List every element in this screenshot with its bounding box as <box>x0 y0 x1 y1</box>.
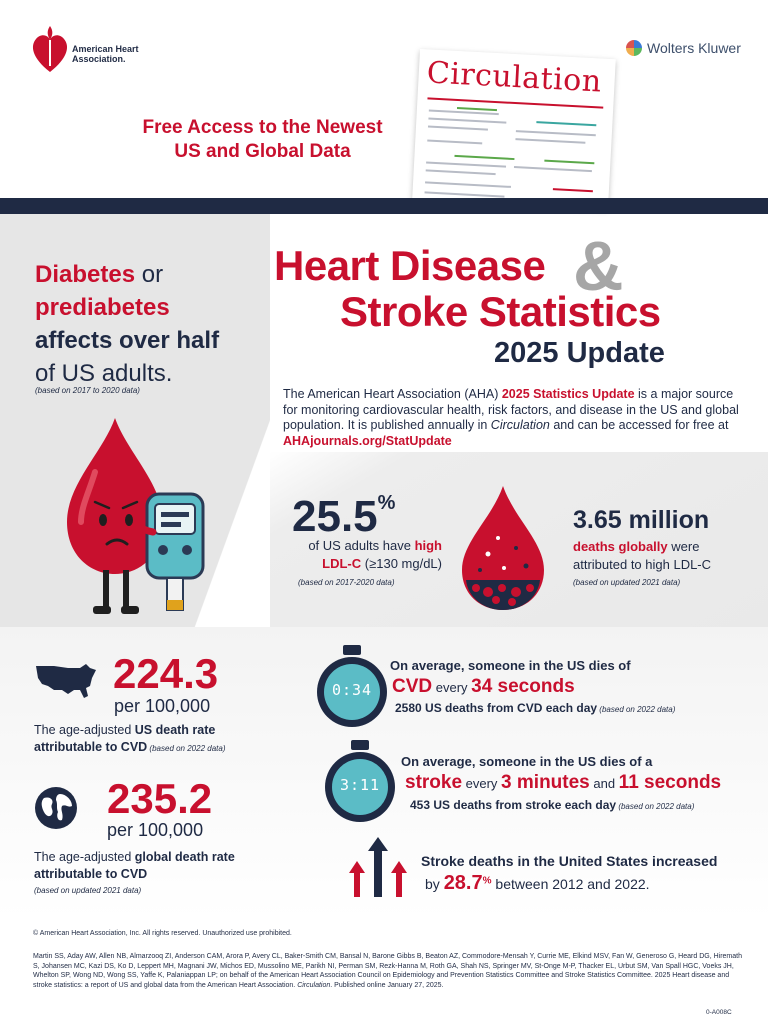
cvd-daily: 2580 US deaths from CVD each day <box>395 701 598 715</box>
increase-by: by <box>425 876 444 892</box>
ldl-description: of US adults have high LDL-C (≥130 mg/dL… <box>292 537 442 573</box>
increase-arrows-icon <box>349 837 407 897</box>
global-desc-highlight: global death rate attributable to CVD <box>34 850 235 881</box>
cvd-note: (based on 2022 data) <box>597 705 676 714</box>
cvd-timer-readout: 0:34 <box>331 681 373 699</box>
global-ldl-highlight: deaths globally <box>573 539 668 554</box>
title-update-year: 2025 Update <box>494 337 665 369</box>
intro-highlight: 2025 Statistics Update <box>501 387 635 401</box>
blood-drop-glucose-meter-icon <box>67 418 205 614</box>
ldl-unit: % <box>377 492 396 514</box>
stroke-seconds: 11 seconds <box>618 772 722 793</box>
global-ldl-desc: were attributed to high LDL-C <box>573 539 712 572</box>
citation-journal: Circulation <box>297 981 331 989</box>
stroke-and: and <box>589 776 619 791</box>
diabetes-or: or <box>135 261 164 288</box>
free-access-line1: Free Access to the Newest <box>142 117 383 138</box>
wolters-kluwer-logo: Wolters Kluwer <box>626 40 741 56</box>
intro-text-1: The American Heart Association (AHA) <box>283 387 502 401</box>
global-ldl-description: deaths globally were attributed to high … <box>573 538 753 574</box>
citation-date: . Published online January 27, 2025. <box>330 981 444 989</box>
intro-text-3: and can be accessed for free at <box>549 418 729 432</box>
title-line1: Heart Disease <box>274 242 546 289</box>
stroke-every: every <box>462 776 502 791</box>
diabetes-word: Diabetes <box>35 261 136 288</box>
document-code: 0-A008C <box>706 1009 732 1016</box>
citation-reference: Martin SS, Aday AW, Allen NB, Almarzooq … <box>33 952 745 990</box>
title-line2: Stroke Statistics <box>340 288 661 335</box>
intro-text-2: is a major source for monitoring cardiov… <box>283 387 739 432</box>
cvd-seconds: 34 seconds <box>471 676 575 697</box>
intro-journal: Circulation <box>490 418 550 432</box>
wk-logo-icon <box>626 40 642 56</box>
increase-line2: by 28.7% between 2012 and 2022. <box>425 872 650 895</box>
stroke-daily: 453 US deaths from stroke each day <box>410 798 617 812</box>
intro-paragraph: The American Heart Association (AHA) 202… <box>283 387 743 449</box>
ldl-note: (based on 2017-2020 data) <box>298 578 395 587</box>
journal-title: Circulation <box>425 55 603 100</box>
copyright-notice: © American Heart Association, Inc. All r… <box>33 930 292 937</box>
ldl-percent: 25.5% <box>292 492 395 542</box>
global-desc-1: The age-adjusted <box>34 850 135 864</box>
global-ldl-deaths: 3.65 million <box>573 506 710 534</box>
us-death-rate: 224.3 <box>113 650 219 697</box>
cvd-every: every <box>432 680 472 695</box>
ldl-desc-1: of US adults have <box>308 538 415 553</box>
increase-value: 28.7 <box>443 872 483 894</box>
global-death-rate-description: The age-adjusted global death rate attri… <box>34 849 274 883</box>
affects-over-half: affects over half <box>35 327 220 354</box>
free-access-line2: US and Global Data <box>174 141 351 162</box>
prediabetes-word: prediabetes <box>35 294 170 321</box>
stopwatch-stroke-icon: 3:11 <box>325 740 395 822</box>
us-death-rate-description: The age-adjusted US death rate attributa… <box>34 722 274 757</box>
stroke-line1: On average, someone in the US dies of a <box>401 754 653 769</box>
stroke-word: stroke <box>405 772 463 793</box>
increase-unit: % <box>482 875 492 887</box>
stroke-note: (based on 2022 data) <box>616 802 695 811</box>
global-death-rate: 235.2 <box>107 775 213 822</box>
aha-heart-torch-icon <box>32 26 68 72</box>
us-desc-highlight: US death rate attributable to CVD <box>34 723 216 754</box>
cvd-line1: On average, someone in the US dies of <box>390 658 631 673</box>
increase-line1: Stroke deaths in the United States incre… <box>421 853 718 869</box>
of-us-adults: of US adults. <box>35 360 173 387</box>
global-death-rate-note: (based on updated 2021 data) <box>34 886 142 895</box>
globe-icon <box>35 787 77 829</box>
cvd-line3: 2580 US deaths from CVD each day (based … <box>395 701 675 715</box>
cvd-word: CVD <box>392 676 433 697</box>
ldl-desc-2: (≥130 mg/dL) <box>361 556 442 571</box>
circulation-journal-cover: Circulation <box>412 48 616 210</box>
us-map-icon <box>36 664 96 698</box>
stopwatch-cvd-icon: 0:34 <box>317 645 387 727</box>
ldl-desc-highlight: high LDL-C <box>322 538 442 571</box>
citation-text: Martin SS, Aday AW, Allen NB, Almarzooq … <box>33 953 742 989</box>
stroke-minutes: 3 minutes <box>501 772 590 793</box>
ldl-value: 25.5 <box>292 492 378 541</box>
header-divider-band <box>0 198 768 214</box>
increase-rest: between 2012 and 2022. <box>491 876 650 892</box>
free-access-heading: Free Access to the Newest US and Global … <box>110 116 415 164</box>
title-ampersand: & <box>573 227 624 305</box>
cholesterol-drop-icon <box>462 486 544 610</box>
cvd-line2: CVD every 34 seconds <box>392 676 575 698</box>
stroke-line3: 453 US deaths from stroke each day (base… <box>410 798 694 812</box>
stroke-line2: stroke every 3 minutes and 11 seconds <box>405 772 721 794</box>
wk-name: Wolters Kluwer <box>647 40 741 56</box>
global-per-100000: per 100,000 <box>107 820 204 840</box>
diabetes-note: (based on 2017 to 2020 data) <box>35 386 140 395</box>
us-per-100000: per 100,000 <box>114 696 211 716</box>
us-desc-note: (based on 2022 data) <box>147 744 226 753</box>
diabetes-statement: Diabetes or prediabetes affects over hal… <box>35 258 245 390</box>
stroke-timer-readout: 3:11 <box>339 776 381 794</box>
statupdate-link[interactable]: AHAjournals.org/StatUpdate <box>283 433 452 448</box>
us-desc-1: The age-adjusted <box>34 723 135 737</box>
aha-name: American Heart Association. <box>72 44 139 64</box>
global-ldl-note: (based on updated 2021 data) <box>573 578 681 587</box>
footer <box>0 919 768 1024</box>
